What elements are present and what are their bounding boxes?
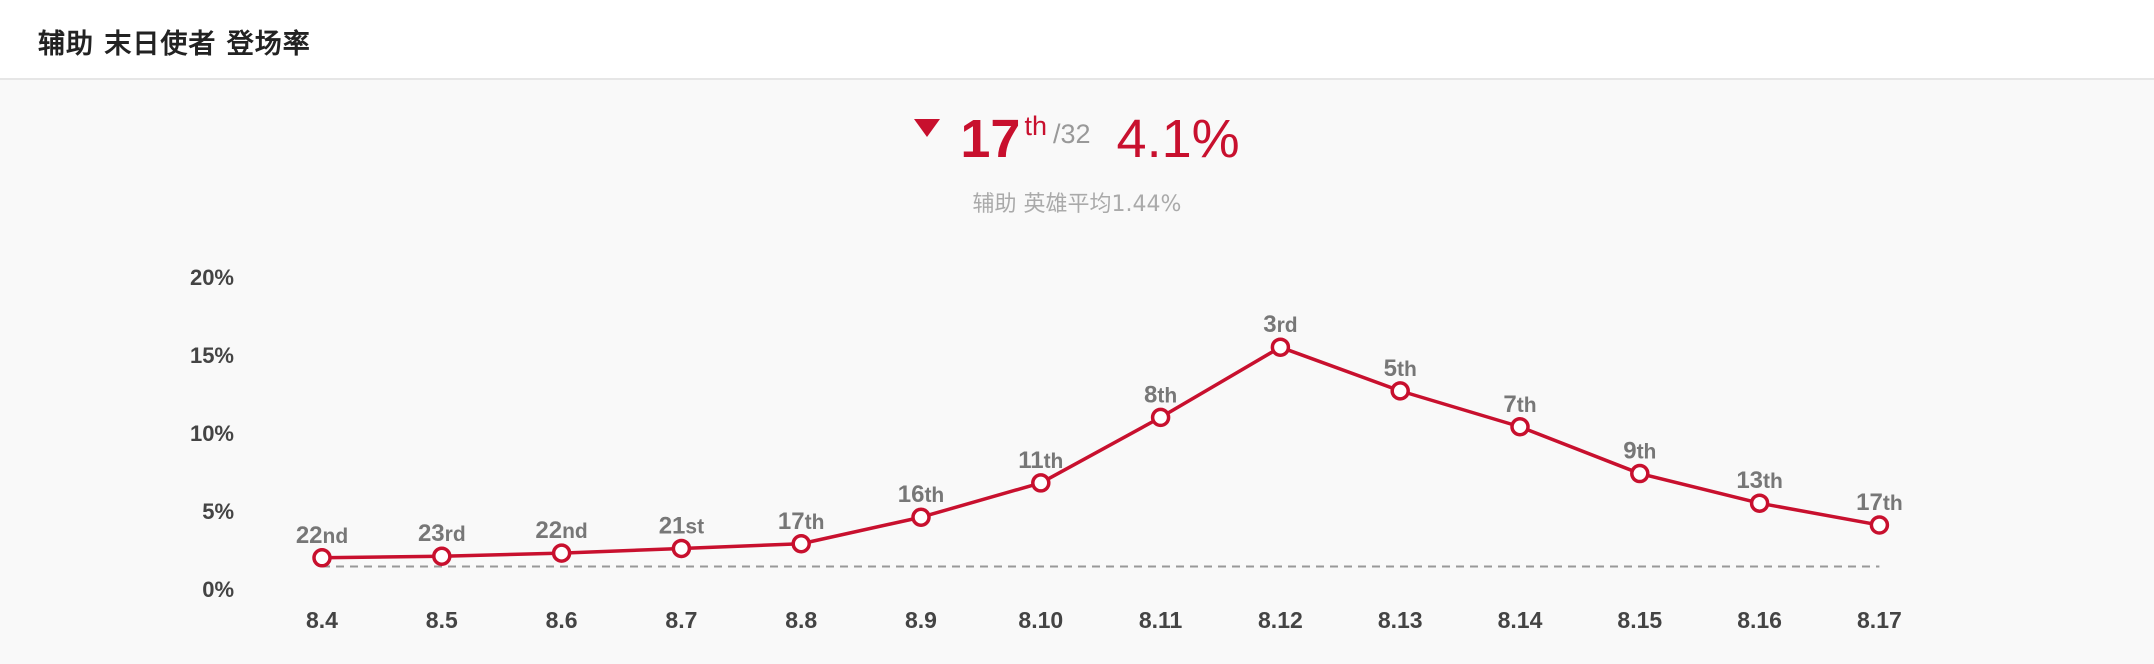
series-line <box>321 345 1880 560</box>
data-point-label: 17th <box>778 508 825 535</box>
rank-suffix: nd <box>323 525 349 548</box>
rank-number: 16 <box>898 481 925 508</box>
y-tick-label: 5% <box>202 499 234 524</box>
x-tick-label: 8.12 <box>1258 607 1303 633</box>
rank-suffix: rd <box>445 523 466 546</box>
rank-number: 22 <box>535 517 562 544</box>
x-tick-label: 8.5 <box>426 607 458 633</box>
data-point-label: 17th <box>1856 489 1903 516</box>
data-point-label: 3rd <box>1263 311 1297 338</box>
data-point-label: 21st <box>659 512 704 539</box>
rank-suffix: rd <box>1277 314 1298 337</box>
data-point <box>1510 417 1530 437</box>
rank-suffix: th <box>1883 492 1903 515</box>
x-tick-label: 8.6 <box>546 607 578 633</box>
rank-suffix: th <box>805 511 825 534</box>
data-point <box>1031 473 1051 493</box>
rank-number: 8 <box>1144 381 1157 408</box>
x-tick-label: 8.14 <box>1498 607 1543 633</box>
rank-suffix: th <box>1763 470 1783 493</box>
rank-number: 17 <box>1856 489 1883 516</box>
rank-number: 3 <box>1263 311 1276 338</box>
rank-total: /32 <box>1052 119 1091 149</box>
rank-suffix: th <box>1637 441 1657 464</box>
data-point-label: 13th <box>1736 467 1783 494</box>
role-average-text: 辅助 英雄平均1.44% <box>972 192 1182 217</box>
x-tick-label: 8.8 <box>785 607 817 633</box>
x-tick-label: 8.11 <box>1139 607 1183 633</box>
rank-suffix: th <box>1397 358 1417 381</box>
y-tick-label: 10% <box>190 421 234 446</box>
x-tick-label: 8.15 <box>1617 607 1662 633</box>
rank-suffix: nd <box>562 520 588 543</box>
data-point <box>551 543 572 563</box>
x-tick-label: 8.9 <box>905 607 937 633</box>
rank-suffix: th <box>1517 394 1537 417</box>
data-point <box>1749 493 1770 513</box>
header-bar: 辅助 末日使者 登场率 <box>0 0 2154 80</box>
rank-number: 17 <box>960 109 1021 169</box>
x-tick-label: 8.17 <box>1857 607 1902 633</box>
data-point-label: 22nd <box>535 517 587 544</box>
rank-suffix: th <box>924 484 944 507</box>
data-point <box>1630 463 1650 484</box>
rank-number: 9 <box>1623 438 1636 465</box>
data-point-label: 11th <box>1018 447 1063 474</box>
y-tick-label: 0% <box>202 577 234 602</box>
x-tick-label: 8.10 <box>1018 607 1063 633</box>
rank-number: 23 <box>418 520 445 547</box>
x-tick-label: 8.16 <box>1737 607 1782 633</box>
rank-number: 7 <box>1503 391 1516 418</box>
x-tick-label: 8.7 <box>665 607 697 633</box>
data-point <box>791 534 811 554</box>
data-point-label: 7th <box>1503 391 1536 418</box>
data-point-label: 5th <box>1384 355 1417 382</box>
rank-suffix: th <box>1157 384 1177 407</box>
rank-suffix: th <box>1044 450 1064 473</box>
data-point-label: 9th <box>1623 438 1656 465</box>
y-tick-label: 15% <box>190 343 234 368</box>
x-tick-label: 8.13 <box>1378 607 1423 633</box>
rank-number: 22 <box>296 522 323 549</box>
rank-number: 11 <box>1018 447 1043 474</box>
down-triangle-icon <box>914 119 941 137</box>
data-point <box>1390 381 1410 401</box>
page-title: 辅助 末日使者 登场率 <box>38 29 311 60</box>
data-point <box>432 546 452 566</box>
y-tick-label: 20% <box>190 265 234 290</box>
rank-suffix: th <box>1024 111 1047 141</box>
rank-suffix: st <box>685 515 704 538</box>
data-point <box>1150 407 1171 428</box>
pick-rate-value: 4.1% <box>1116 109 1240 169</box>
data-point <box>1270 337 1291 357</box>
rank-number: 5 <box>1384 355 1397 382</box>
data-point-label: 23rd <box>418 520 466 547</box>
rank-number: 13 <box>1736 467 1763 494</box>
data-point-label: 22nd <box>296 522 348 549</box>
data-point <box>1869 515 1890 535</box>
x-tick-label: 8.4 <box>306 607 338 633</box>
data-point <box>312 548 332 568</box>
data-point <box>911 507 931 527</box>
data-point-label: 16th <box>898 481 945 508</box>
data-point-label: 8th <box>1144 381 1177 408</box>
rank-number: 17 <box>778 508 805 535</box>
rank-number: 21 <box>659 512 686 539</box>
data-point <box>671 538 692 559</box>
